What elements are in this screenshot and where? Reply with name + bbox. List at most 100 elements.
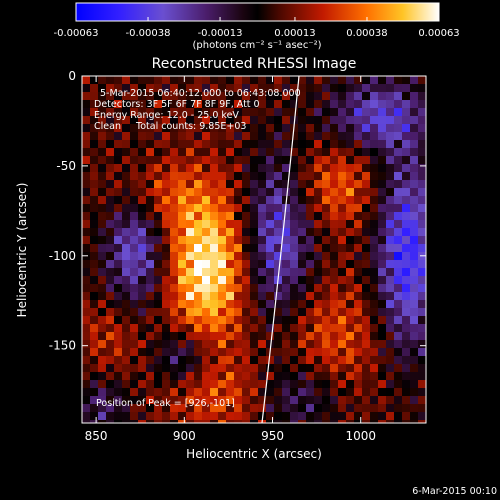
heatmap-cell bbox=[314, 236, 322, 244]
heatmap-cell bbox=[338, 156, 346, 164]
heatmap-cell bbox=[98, 348, 106, 356]
heatmap-image bbox=[82, 76, 426, 423]
heatmap-cell bbox=[394, 380, 402, 388]
heatmap-cell bbox=[250, 156, 258, 164]
heatmap-cell bbox=[170, 316, 178, 324]
heatmap-cell bbox=[282, 124, 290, 132]
heatmap-cell bbox=[146, 196, 154, 204]
heatmap-cell bbox=[202, 180, 210, 188]
heatmap-cell bbox=[170, 252, 178, 260]
heatmap-cell bbox=[306, 300, 314, 308]
heatmap-cell bbox=[362, 156, 370, 164]
heatmap-cell bbox=[290, 300, 298, 308]
heatmap-cell bbox=[362, 204, 370, 212]
heatmap-cell bbox=[210, 300, 218, 308]
heatmap-cell bbox=[322, 212, 330, 220]
heatmap-cell bbox=[146, 276, 154, 284]
heatmap-cell bbox=[298, 212, 306, 220]
heatmap-cell bbox=[146, 316, 154, 324]
heatmap-cell bbox=[218, 140, 226, 148]
heatmap-cell bbox=[346, 276, 354, 284]
heatmap-cell bbox=[186, 324, 194, 332]
heatmap-cell bbox=[402, 140, 410, 148]
heatmap-cell bbox=[234, 220, 242, 228]
heatmap-cell bbox=[226, 260, 234, 268]
heatmap-cell bbox=[210, 204, 218, 212]
heatmap-cell bbox=[394, 140, 402, 148]
heatmap-cell bbox=[210, 316, 218, 324]
heatmap-cell bbox=[226, 84, 234, 92]
heatmap-cell bbox=[106, 244, 114, 252]
heatmap-cell bbox=[266, 260, 274, 268]
heatmap-cell bbox=[122, 164, 130, 172]
heatmap-cell bbox=[202, 260, 210, 268]
heatmap-cell bbox=[130, 396, 138, 404]
heatmap-cell bbox=[106, 300, 114, 308]
heatmap-cell bbox=[114, 372, 122, 380]
heatmap-cell bbox=[202, 124, 210, 132]
heatmap-cell bbox=[194, 140, 202, 148]
heatmap-cell bbox=[162, 308, 170, 316]
heatmap-cell bbox=[122, 372, 130, 380]
heatmap-cell bbox=[146, 244, 154, 252]
heatmap-cell bbox=[306, 412, 314, 420]
heatmap-cell bbox=[106, 228, 114, 236]
heatmap-cell bbox=[330, 316, 338, 324]
heatmap-cell bbox=[338, 236, 346, 244]
heatmap-cell bbox=[114, 108, 122, 116]
heatmap-cell bbox=[274, 236, 282, 244]
heatmap-cell bbox=[290, 276, 298, 284]
heatmap-cell bbox=[290, 412, 298, 420]
heatmap-cell bbox=[386, 212, 394, 220]
heatmap-cell bbox=[162, 268, 170, 276]
heatmap-cell bbox=[90, 356, 98, 364]
heatmap-cell bbox=[218, 196, 226, 204]
heatmap-cell bbox=[170, 420, 178, 423]
heatmap-cell bbox=[338, 388, 346, 396]
heatmap-cell bbox=[202, 76, 210, 84]
heatmap-cell bbox=[362, 148, 370, 156]
heatmap-cell bbox=[410, 148, 418, 156]
heatmap-cell bbox=[370, 364, 378, 372]
heatmap-cell bbox=[386, 164, 394, 172]
heatmap-cell bbox=[322, 284, 330, 292]
heatmap-cell bbox=[82, 76, 90, 84]
heatmap-cell bbox=[298, 316, 306, 324]
heatmap-cell bbox=[290, 284, 298, 292]
heatmap-cell bbox=[250, 300, 258, 308]
heatmap-cell bbox=[130, 220, 138, 228]
heatmap-cell bbox=[410, 348, 418, 356]
heatmap-cell bbox=[386, 276, 394, 284]
heatmap-cell bbox=[346, 324, 354, 332]
heatmap-cell bbox=[290, 348, 298, 356]
heatmap-cell bbox=[266, 380, 274, 388]
heatmap-cell bbox=[290, 140, 298, 148]
colorbar-tick-label: 0.00063 bbox=[418, 28, 459, 39]
heatmap-cell bbox=[378, 388, 386, 396]
heatmap-cell bbox=[130, 84, 138, 92]
heatmap-cell bbox=[186, 388, 194, 396]
heatmap-cell bbox=[146, 188, 154, 196]
heatmap-cell bbox=[354, 356, 362, 364]
heatmap-cell bbox=[218, 228, 226, 236]
heatmap-cell bbox=[138, 388, 146, 396]
heatmap-cell bbox=[162, 348, 170, 356]
heatmap-cell bbox=[130, 148, 138, 156]
heatmap-cell bbox=[90, 132, 98, 140]
heatmap-cell bbox=[130, 188, 138, 196]
heatmap-cell bbox=[226, 220, 234, 228]
heatmap-cell bbox=[186, 116, 194, 124]
heatmap-cell bbox=[410, 180, 418, 188]
heatmap-cell bbox=[162, 324, 170, 332]
heatmap-cell bbox=[130, 364, 138, 372]
heatmap-cell bbox=[274, 148, 282, 156]
heatmap-cell bbox=[146, 292, 154, 300]
heatmap-cell bbox=[178, 260, 186, 268]
heatmap-cell bbox=[418, 316, 426, 324]
x-axis-tick-label: 900 bbox=[173, 429, 196, 443]
heatmap-cell bbox=[362, 244, 370, 252]
heatmap-cell bbox=[178, 404, 186, 412]
heatmap-cell bbox=[114, 300, 122, 308]
heatmap-cell bbox=[122, 356, 130, 364]
heatmap-cell bbox=[154, 380, 162, 388]
